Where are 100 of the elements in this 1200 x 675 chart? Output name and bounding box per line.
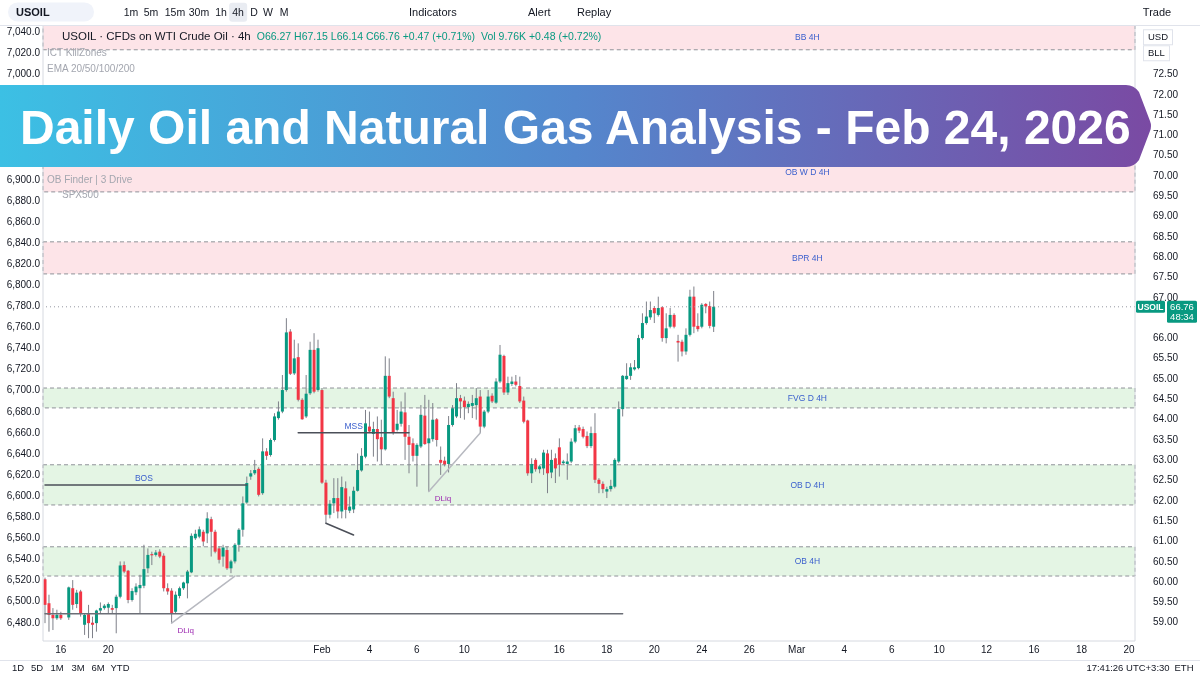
y2-tick-label: 6,560.0 [6,532,41,544]
ref-line-label: USOIL [1137,301,1164,312]
y-tick-label: 59.50 [1153,596,1179,608]
candlestick [435,417,439,447]
y-tick-label: 62.50 [1153,474,1179,486]
x-tick-label: 20 [102,643,115,655]
candlestick [205,511,209,544]
candlestick [332,477,336,514]
candlestick [640,312,644,341]
x-tick-label: 10 [458,643,471,655]
y2-tick-label: 7,000.0 [6,68,41,80]
text: 66.76 [1170,301,1194,313]
text: USOIL [8,2,94,22]
text: Replay [577,5,612,18]
band-label: BPR 4H [792,252,823,263]
x-tick-label: 4 [841,643,848,655]
candlestick [700,302,704,329]
x-tick-label: 12 [981,643,993,655]
candlestick [90,616,94,639]
y2-tick-label: 6,800.0 [6,278,41,290]
series-label: BOS [134,473,154,484]
text: Alert [528,5,551,18]
y-tick-label: 66.00 [1153,332,1179,344]
y2-tick-label: 6,500.0 [6,595,41,607]
x-tick-label: 24 [696,643,708,655]
y-tick-label: 68.50 [1153,230,1179,242]
candlestick [518,376,522,404]
candlestick [542,449,546,476]
y-tick-label: 70.00 [1153,169,1179,181]
y2-tick-label: 7,020.0 [6,46,41,58]
x-tick-label: 6 [888,643,895,655]
annotation: EMA 20/50/100/200 [47,63,135,74]
candlestick [75,589,79,609]
x-tick-label: 16 [553,643,566,655]
y-tick-label: 70.50 [1153,149,1179,161]
candlestick [676,334,680,363]
y2-tick-label: 6,620.0 [6,468,41,480]
x-tick-label: 6 [414,643,421,655]
band-label: FVG D 4H [787,392,827,403]
y2-tick-label: 6,880.0 [6,194,41,206]
text: M [279,5,289,18]
candlestick [328,499,332,519]
candlestick [648,301,652,321]
x-tick-label: 20 [1123,643,1136,655]
y-tick-label: 59.00 [1153,616,1179,628]
candlestick [221,544,225,568]
candlestick [399,400,403,428]
y-tick-label: 67.00 [1153,291,1179,303]
candlestick [225,545,229,571]
y2-tick-label: 6,760.0 [6,321,41,333]
text: 4h [229,2,247,22]
x-tick-label: 16 [1028,643,1041,655]
x-tick-label: 26 [743,643,756,655]
candlestick [79,589,83,618]
candlestick [573,424,577,444]
annotation: ICT KillZones [47,47,107,58]
candlestick [427,399,431,493]
candlestick [55,609,59,621]
candlestick [245,476,249,505]
candlestick [292,339,296,376]
text: BLL [1143,45,1170,61]
candlestick [356,452,360,493]
y-tick-label: 62.00 [1153,494,1179,506]
text: 1D [11,662,25,674]
text: 15m [164,5,186,18]
text: 5D [30,662,44,674]
candlestick [114,594,118,634]
x-tick-label: Feb [313,643,331,655]
y2-tick-label: 6,680.0 [6,405,41,417]
y2-tick-label: 6,640.0 [6,447,41,459]
x-tick-label: 20 [648,643,661,655]
candlestick [375,415,379,463]
text: 5m [143,5,159,18]
annotation: Vol 9.76K +0.48 (+0.72%) [481,30,602,42]
candlestick [708,301,712,329]
candlestick [170,587,174,624]
candlestick [272,412,276,443]
annotation: O66.27 H67.15 L66.14 C66.76 +0.47 (+0.71%) [256,30,476,42]
text: 1h [215,5,227,18]
y-tick-label: 72.00 [1153,88,1179,100]
band-label: BB 4H [795,32,820,43]
y2-tick-label: 6,520.0 [6,574,41,586]
y-tick-label: 60.50 [1153,555,1179,567]
candlestick [530,457,534,484]
y-tick-label: 72.50 [1153,68,1179,80]
y2-tick-label: 6,900.0 [6,173,41,185]
candlestick [209,516,213,558]
y-tick-label: 60.00 [1153,575,1179,587]
y-tick-label: 68.00 [1153,250,1179,262]
y2-tick-label: 6,860.0 [6,215,41,227]
y-tick-label: 64.00 [1153,413,1179,425]
candlestick [174,590,178,614]
candlestick [352,486,356,514]
candlestick [387,357,391,399]
y2-tick-label: 6,580.0 [6,511,41,523]
candlestick [549,449,553,479]
candlestick [280,374,284,414]
candlestick [545,449,549,494]
candlestick [336,477,340,519]
y2-tick-label: 6,820.0 [6,257,41,269]
